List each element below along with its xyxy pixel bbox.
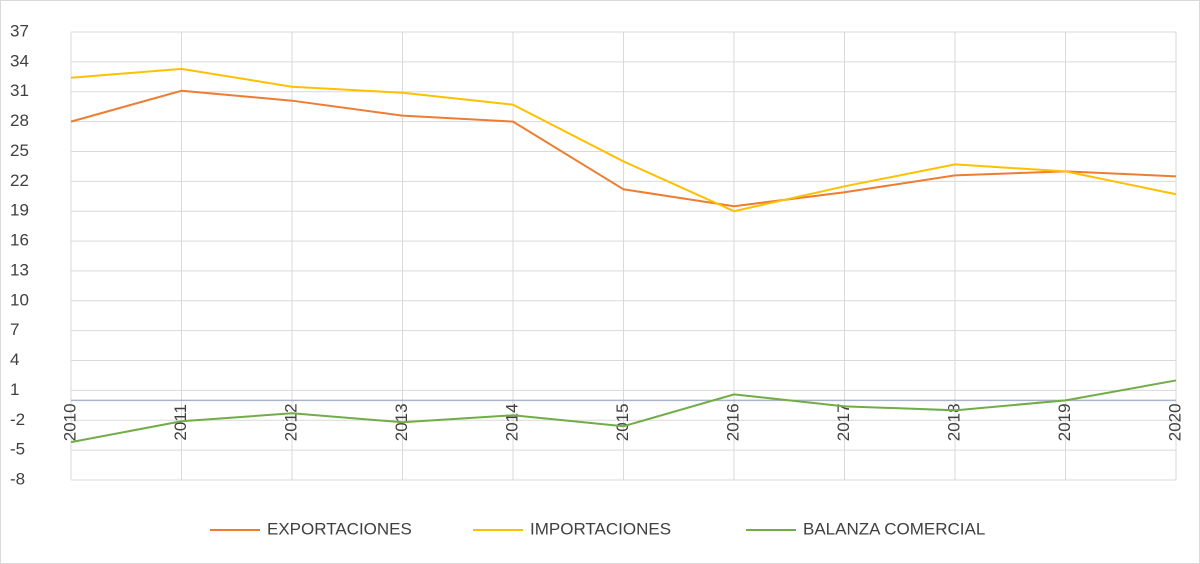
y-tick-label: 19 [10,201,29,220]
y-tick-label: 31 [10,81,29,100]
legend-label: IMPORTACIONES [530,519,671,538]
y-tick-label: -8 [10,469,25,488]
data-line [70,89,1177,208]
x-tick-label: 2010 [60,403,79,441]
legend-label: EXPORTACIONES [267,519,412,538]
y-tick-label: -2 [10,410,25,429]
data-line [70,67,1177,213]
x-tick-label: 2019 [1055,403,1074,441]
y-tick-label: 34 [10,51,29,70]
x-tick-label: 2017 [834,403,853,441]
y-tick-label: 37 [10,21,29,40]
x-tick-label: 2018 [944,403,963,441]
y-tick-label: 22 [10,171,29,190]
y-tick-label: 10 [10,290,29,309]
x-tick-label: 2012 [281,403,300,441]
y-tick-label: 28 [10,111,29,130]
y-tick-label: 25 [10,141,29,160]
y-tick-label: 13 [10,260,29,279]
y-tick-label: 4 [10,350,19,369]
y-tick-label: -5 [10,440,25,459]
x-tick-label: 2020 [1165,403,1184,441]
y-tick-label: 16 [10,231,29,250]
x-tick-label: 2016 [723,403,742,441]
y-tick-label: 1 [10,380,19,399]
data-line [70,379,1177,444]
legend-label: BALANZA COMERCIAL [803,519,985,538]
y-tick-label: 7 [10,320,19,339]
x-tick-label: 2014 [502,403,521,441]
x-tick-label: 2015 [613,403,632,441]
